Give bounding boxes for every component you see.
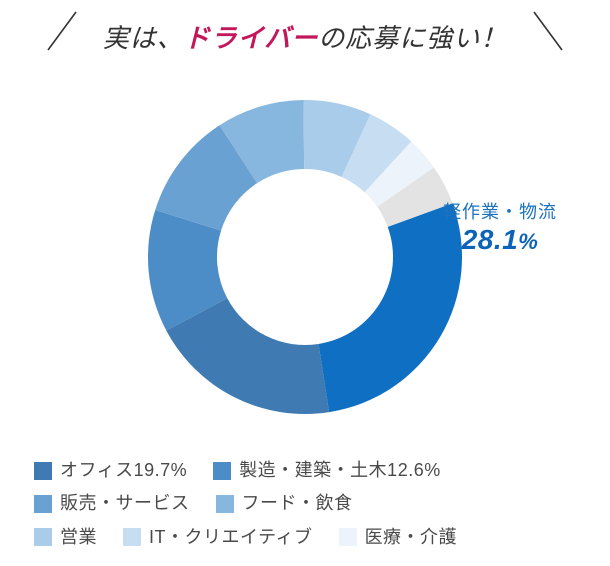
- chart-callout: 軽作業・物流 28.1%: [420, 198, 580, 256]
- legend-label: オフィス19.7%: [60, 454, 187, 487]
- legend-swatch: [34, 495, 52, 513]
- callout-label: 軽作業・物流: [420, 198, 580, 224]
- donut-chart: 軽作業・物流 28.1%: [0, 68, 610, 448]
- heading: 実は、ドライバーの応募に強い！: [0, 0, 610, 68]
- donut-svg: [148, 100, 462, 414]
- legend-item: オフィス19.7%: [34, 454, 187, 487]
- legend: オフィス19.7% 製造・建築・土木12.6% 販売・サービス フード・飲食営業 IT・…: [0, 448, 610, 554]
- legend-label: IT・クリエイティブ: [149, 521, 313, 554]
- legend-item: 医療・介護: [339, 521, 458, 554]
- legend-swatch: [34, 528, 52, 546]
- callout-value: 28.1%: [420, 224, 580, 256]
- legend-row: オフィス19.7% 製造・建築・土木12.6%: [34, 454, 576, 487]
- slash-left-icon: [36, 8, 82, 54]
- callout-number: 28.1: [462, 224, 519, 255]
- legend-swatch: [123, 528, 141, 546]
- legend-item: IT・クリエイティブ: [123, 521, 313, 554]
- heading-post: の応募に強い！: [318, 23, 507, 53]
- legend-item: 営業: [34, 521, 97, 554]
- legend-row: 販売・サービス フード・飲食: [34, 487, 576, 520]
- legend-label: 医療・介護: [365, 521, 458, 554]
- legend-swatch: [216, 495, 234, 513]
- legend-label: 製造・建築・土木12.6%: [239, 454, 441, 487]
- legend-label: 販売・サービス: [60, 487, 190, 520]
- callout-suffix: %: [518, 229, 538, 254]
- legend-swatch: [213, 462, 231, 480]
- slash-right-icon: [528, 8, 574, 54]
- heading-emph: ドライバー: [184, 23, 318, 53]
- legend-label: フード・飲食: [242, 487, 353, 520]
- legend-item: 製造・建築・土木12.6%: [213, 454, 441, 487]
- legend-item: 販売・サービス: [34, 487, 190, 520]
- legend-label: 営業: [60, 521, 97, 554]
- legend-row: 営業 IT・クリエイティブ 医療・介護: [34, 521, 576, 554]
- legend-item: フード・飲食: [216, 487, 353, 520]
- heading-pre: 実は、: [103, 23, 184, 53]
- legend-swatch: [34, 462, 52, 480]
- legend-swatch: [339, 528, 357, 546]
- heading-text: 実は、ドライバーの応募に強い！: [95, 18, 516, 55]
